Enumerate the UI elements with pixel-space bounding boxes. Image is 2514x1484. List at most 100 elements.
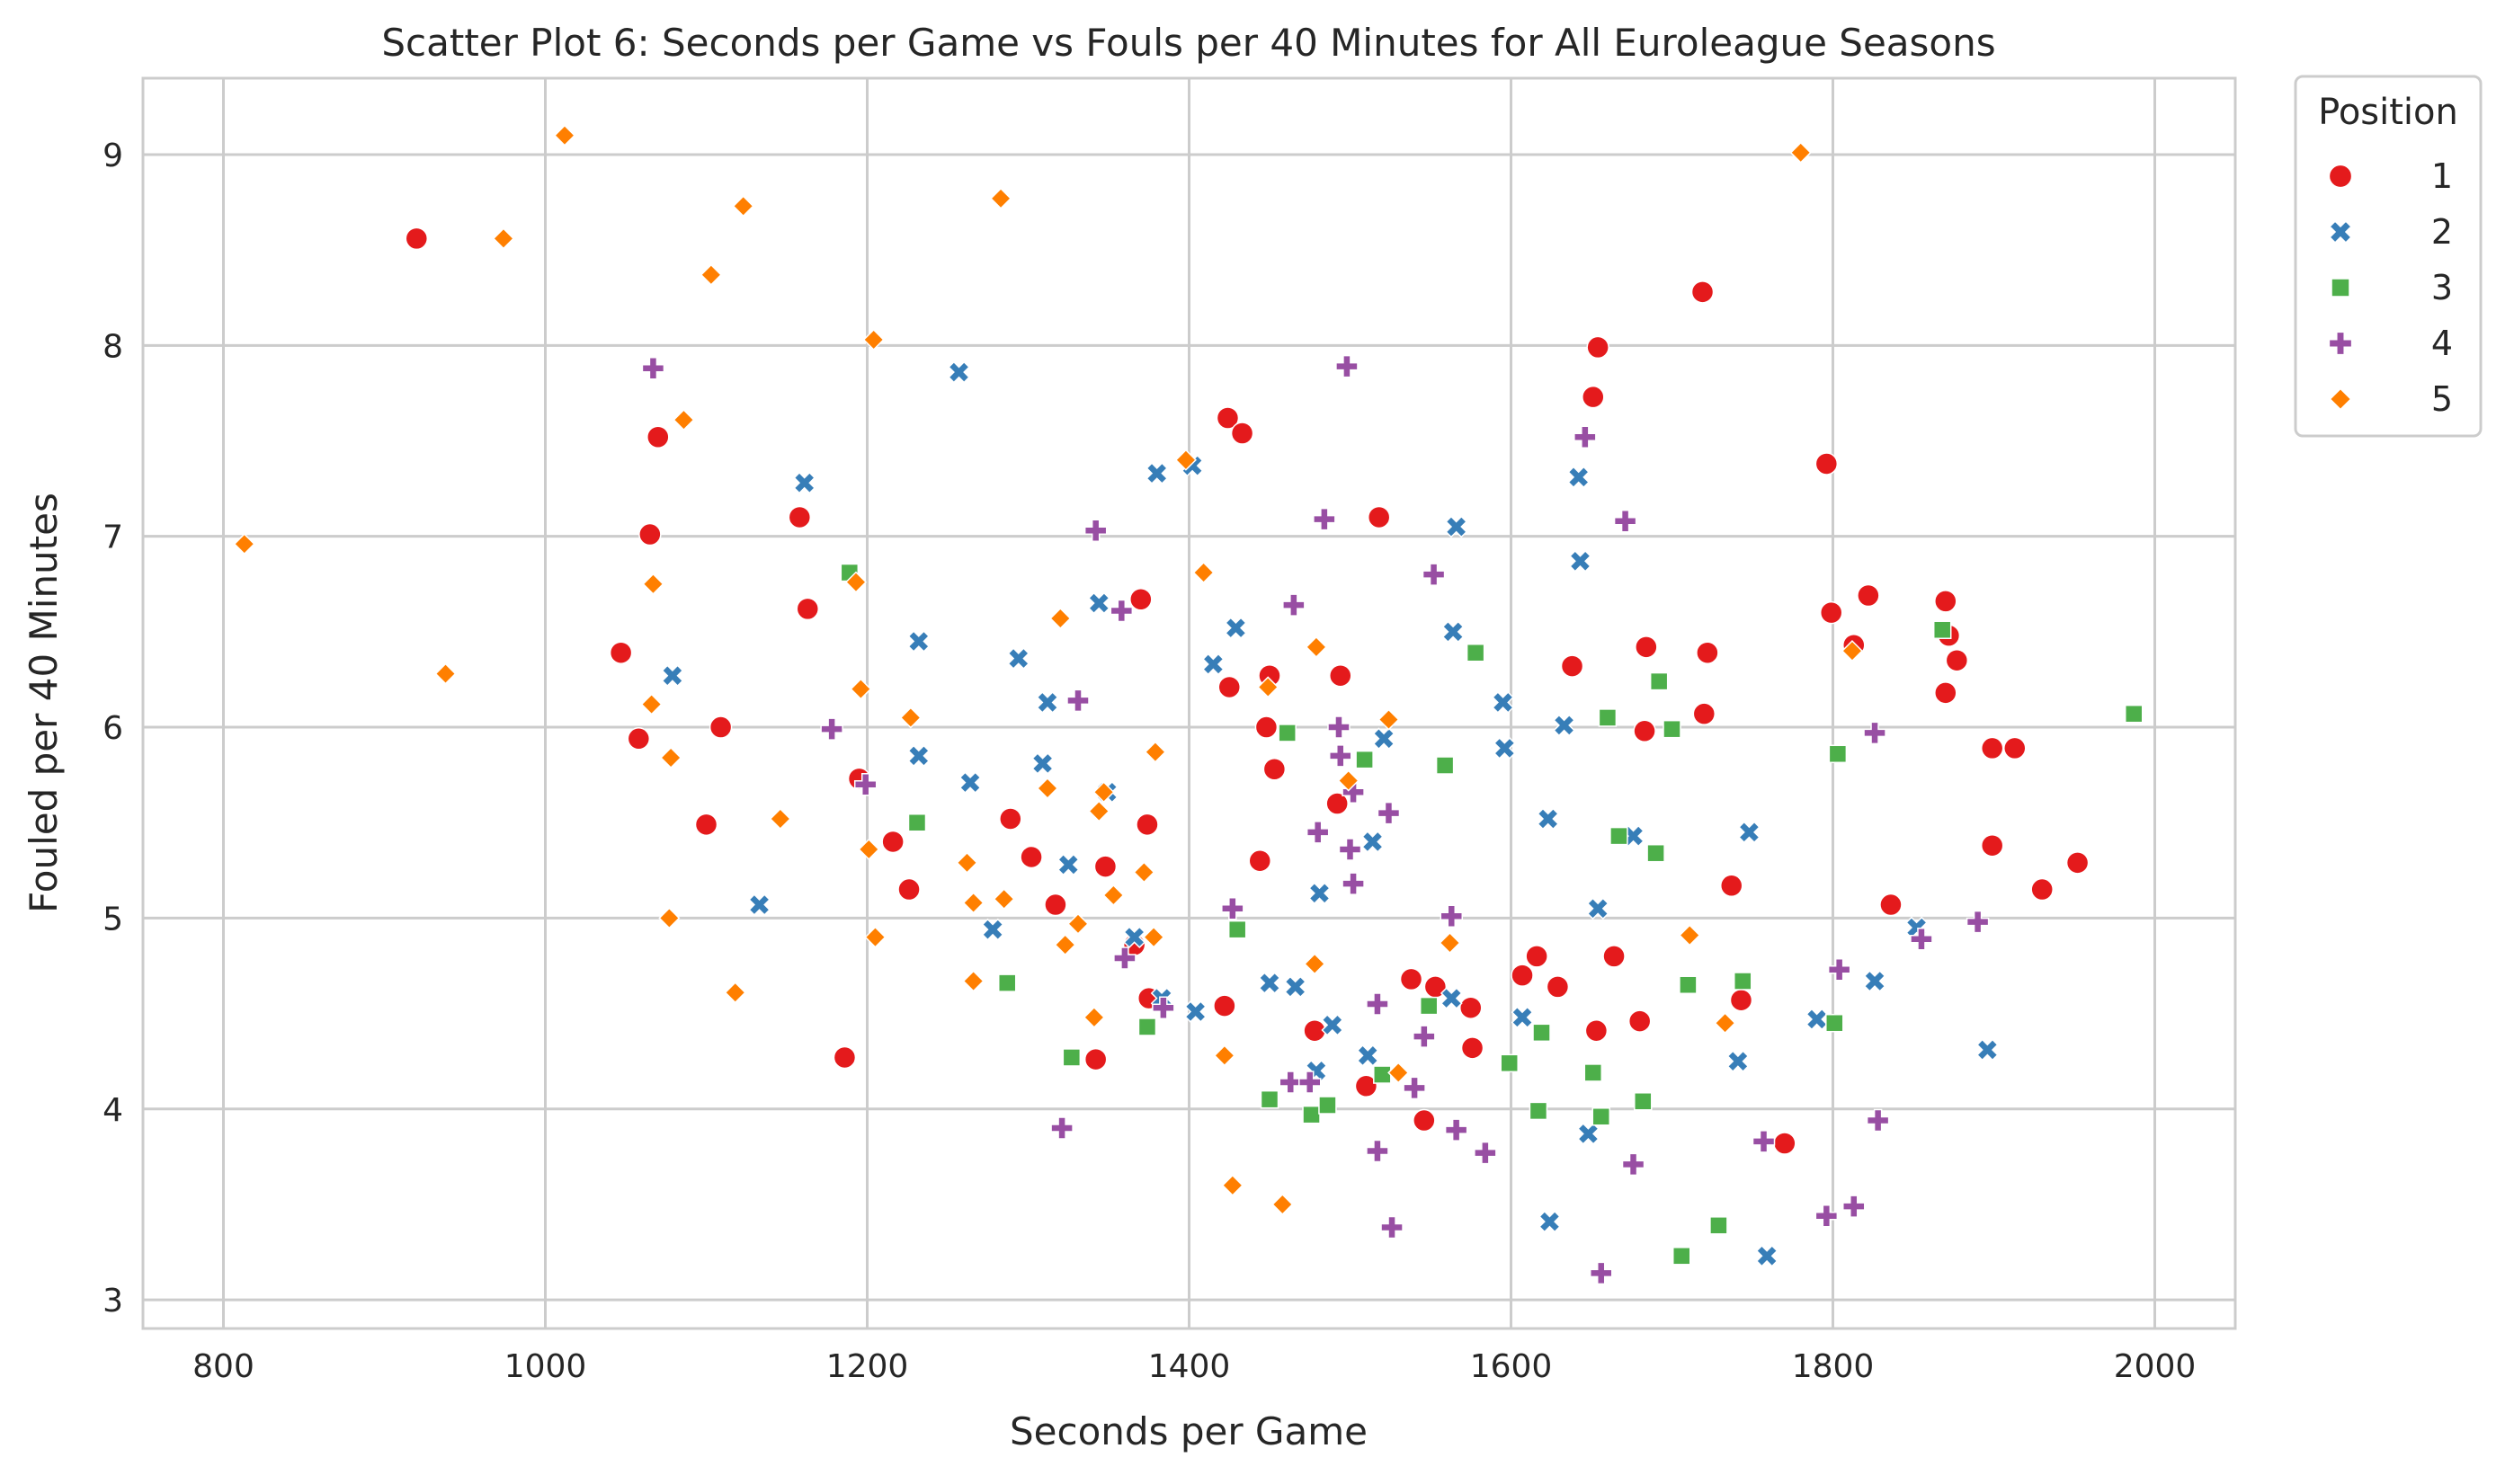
data-point [1435,756,1455,775]
data-point [1529,1101,1548,1121]
data-point [1308,882,1331,905]
data-point [1110,599,1134,623]
data-point [1298,1071,1322,1094]
data-point [1439,931,1461,955]
data-point [2030,877,2054,902]
data-point [1474,1141,1497,1165]
data-point [1819,600,1843,625]
x-tick-label: 1200 [826,1348,909,1385]
data-point [1719,874,1743,898]
x-tick-label: 1800 [1792,1348,1875,1385]
data-point [1714,1012,1736,1035]
data-point [700,263,722,286]
y-tick-label: 4 [103,1092,123,1129]
data-point [1413,1025,1436,1048]
data-point [1083,519,1108,543]
data-point [1007,647,1030,670]
data-point [1184,1000,1208,1023]
data-point [1213,1044,1235,1067]
data-point [1377,708,1400,731]
data-point [1325,792,1349,815]
data-point [1863,721,1886,745]
data-point [1622,824,1645,848]
data-point [1729,988,1753,1012]
data-point [2124,704,2144,724]
legend: Position 1 2 3 4 5 [2294,75,2483,438]
data-points [233,124,2144,1285]
data-point [1304,953,1326,975]
data-point [993,888,1015,911]
data-point [1262,758,1287,781]
data-point [1380,1215,1404,1240]
data-point [1828,744,1848,764]
data-point [1054,934,1076,956]
data-point [1216,406,1240,430]
data-point [1863,970,1886,992]
data-point [1649,671,1669,691]
data-point [853,773,878,796]
data-point [1583,1063,1603,1082]
data-point [1192,561,1215,584]
data-point [1399,967,1423,991]
data-point [1342,872,1365,895]
x-tick-label: 1600 [1470,1348,1553,1385]
data-point [1460,1036,1484,1060]
data-point [850,678,872,700]
data-point [1284,975,1307,999]
data-point [1633,719,1656,743]
data-point [660,746,682,769]
data-point [1589,1261,1613,1285]
data-point [1066,912,1090,935]
data-point [788,505,812,529]
data-point [1279,1071,1303,1094]
data-point [769,807,791,831]
data-point [1337,769,1360,792]
data-point [1814,452,1839,475]
data-point [1321,1013,1344,1036]
data-point [1975,1038,1999,1062]
data-point [981,918,1004,941]
data-point [1934,681,1957,705]
data-point [1282,593,1306,617]
x-tick-label: 2000 [2114,1348,2197,1385]
data-point [1342,780,1365,804]
data-point [1511,1006,1534,1029]
legend-marker [2328,331,2353,356]
data-point [1500,1053,1519,1073]
data-point [627,727,651,751]
legend-items: 1 2 3 4 5 [2328,156,2453,419]
data-point [1613,509,1637,533]
data-point [962,892,985,914]
data-point [1573,425,1597,449]
data-point [1734,972,1752,991]
data-point [796,597,820,621]
data-point [1440,987,1463,1009]
data-point [1945,648,1969,672]
y-tick-label: 9 [103,138,123,174]
data-point [1372,727,1395,751]
series-5 [233,124,1864,1216]
data-point [1146,462,1169,484]
data-point [1113,946,1137,970]
data-point [1492,691,1514,714]
gridlines [143,78,2235,1328]
data-point [1373,1065,1392,1084]
data-point [1123,926,1146,949]
data-point [1356,1044,1379,1067]
data-point [1221,1174,1244,1196]
data-point [1354,1074,1378,1098]
data-point [1825,1013,1844,1033]
data-point [1842,1195,1866,1218]
data-point [1738,821,1761,844]
data-point [1752,1130,1776,1153]
plot-frame [141,76,2237,1330]
data-point [1537,807,1560,831]
data-point [907,813,927,832]
data-point [1696,641,1719,664]
data-point [1755,1244,1779,1267]
data-point [897,877,921,902]
data-point [1129,588,1153,611]
legend-label: 4 [2431,324,2453,363]
data-point [962,970,985,992]
